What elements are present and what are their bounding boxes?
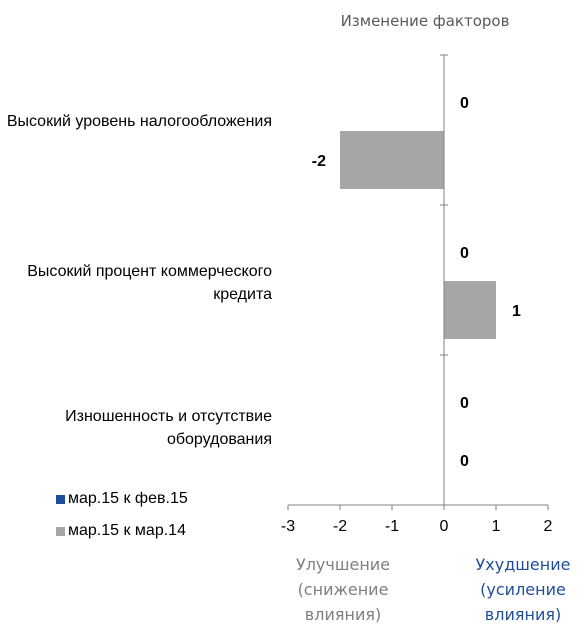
legend-label-series-2: мар.15 к мар.14: [68, 522, 186, 539]
category-label-equipment: Изношенность и отсутствие оборудования: [65, 408, 272, 448]
data-label-series-2-cat-1: -2: [312, 153, 326, 170]
legend-swatch-series-2: [56, 526, 65, 536]
value-tick-label: -2: [333, 518, 347, 535]
value-tick-label: -3: [281, 518, 295, 535]
category-label-taxation: Высокий уровень налогообложения: [6, 113, 272, 130]
data-label-series-1-cat-1: 0: [460, 95, 469, 112]
value-tick-label: 0: [440, 518, 449, 535]
data-label-series-1-cat-3: 0: [460, 395, 469, 412]
bars-group: [340, 131, 496, 339]
chart-title: Изменение факторов: [340, 12, 510, 30]
annotation-worsening: Ухудшение (усиление влияния): [475, 555, 571, 624]
data-label-series-2-cat-2: 1: [512, 303, 521, 320]
bar-series-2-cat-1: [340, 131, 444, 189]
value-tick-label: 2: [544, 518, 553, 535]
value-tick-label: -1: [385, 518, 399, 535]
data-label-series-1-cat-2: 0: [460, 245, 469, 262]
legend-label-series-1: мар.15 к фев.15: [68, 490, 188, 507]
category-label-credit: Высокий процент коммерческого кредита: [27, 263, 272, 303]
axes-group: -3 -2 -1 0 1 2: [281, 54, 553, 535]
data-label-series-2-cat-3: 0: [460, 453, 469, 470]
labels-group: 0 0 0 -2 1 0: [312, 95, 521, 470]
legend-item-series-2: мар.15 к мар.14: [56, 522, 186, 540]
value-tick-label: 1: [492, 518, 501, 535]
legend-swatch-series-1: [56, 494, 65, 504]
bar-series-2-cat-2: [444, 281, 496, 339]
annotation-improvement: Улучшение (снижение влияния): [295, 555, 391, 624]
legend-item-series-1: мар.15 к фев.15: [56, 490, 188, 508]
